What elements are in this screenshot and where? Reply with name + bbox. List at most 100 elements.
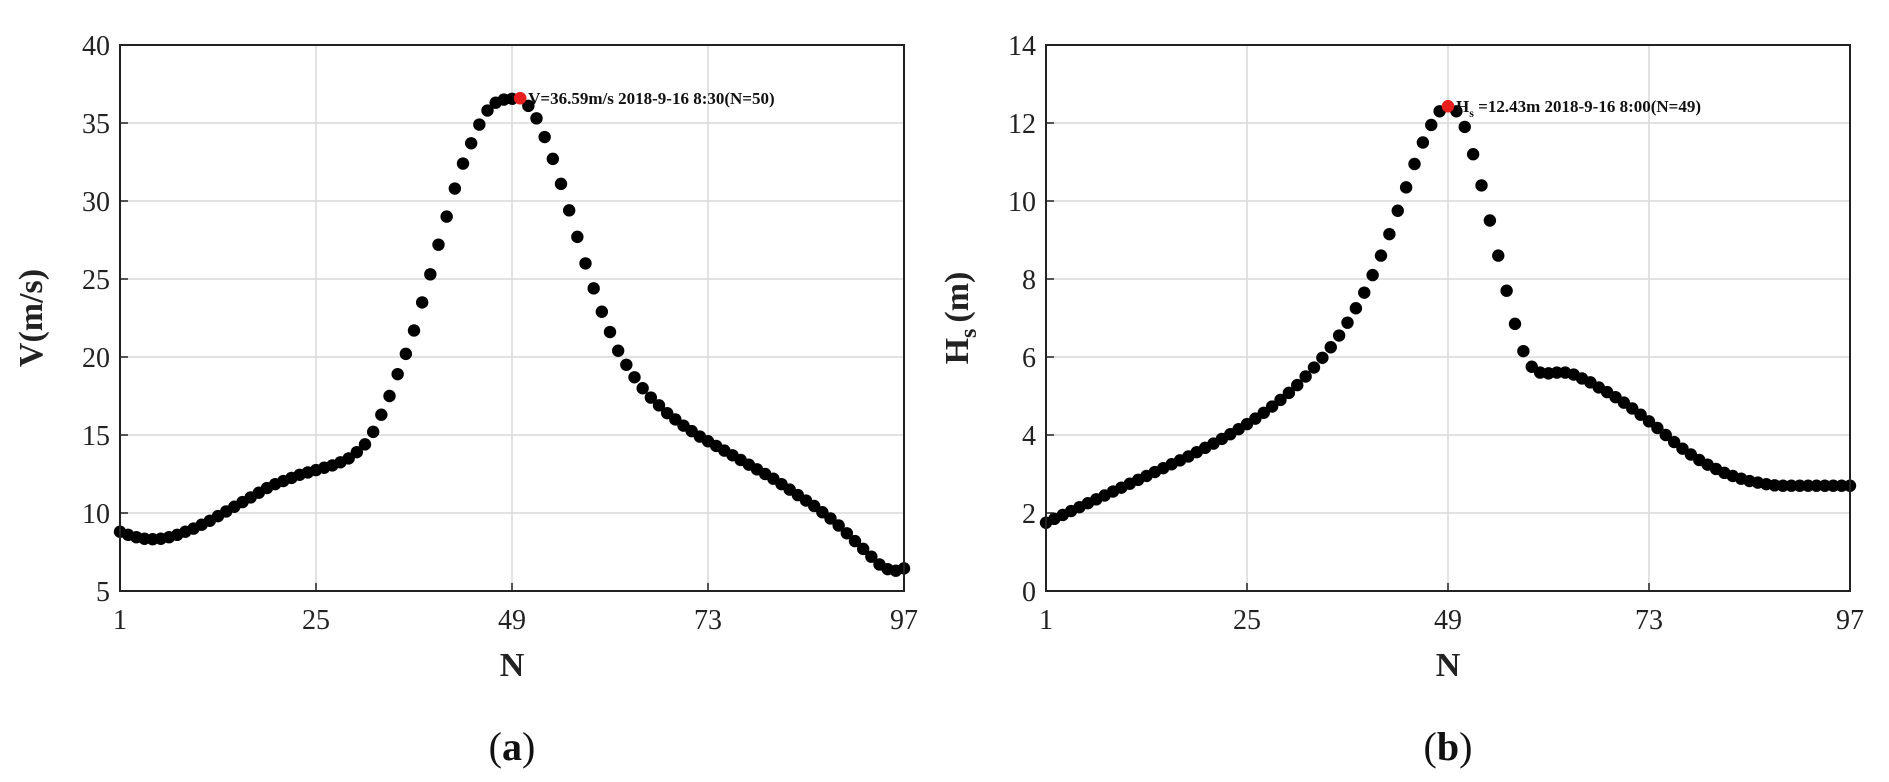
data-point	[456, 157, 470, 170]
data-point	[1391, 204, 1404, 217]
panel-a-y-axis-label: V(m/s)	[13, 269, 50, 367]
data-point	[848, 534, 862, 548]
panel-b-annotation-subscript: s	[1469, 106, 1474, 120]
y-tick-label: 8	[1022, 265, 1036, 296]
y-tick-label: 14	[1008, 31, 1036, 62]
panel-b-y-label-main: H	[939, 338, 976, 364]
data-point	[1659, 428, 1672, 442]
panel-a-chart: 1 25 49 73 97 5 10 15 20 25 30 35 40 N V(m/s) V=36.…	[13, 31, 918, 769]
data-point	[652, 399, 666, 412]
y-tick-label: 10	[82, 499, 110, 530]
y-tick-label: 35	[82, 109, 110, 140]
data-point	[1667, 435, 1681, 449]
panel-b-peak-annotation: Hs =12.43m 2018-9-16 8:00(N=49)	[1456, 97, 1701, 120]
data-point	[1642, 415, 1656, 428]
data-point	[530, 112, 543, 125]
data-point	[554, 177, 568, 191]
data-point	[1274, 393, 1287, 407]
data-point	[546, 152, 560, 166]
data-point	[636, 382, 649, 395]
panel-a-x-axis-label: N	[500, 647, 525, 684]
data-point	[407, 324, 421, 337]
data-point	[1408, 157, 1421, 171]
panel-a-y-ticks: 5 10 15 20 25 30 35 40	[82, 31, 128, 608]
data-point	[620, 358, 633, 371]
data-point	[579, 257, 592, 270]
data-point	[448, 182, 462, 195]
data-point	[1299, 370, 1312, 383]
panel-b-annotation-main: H	[1456, 97, 1469, 116]
panel-a-caption-label: (a)	[489, 724, 536, 769]
data-point	[1458, 120, 1471, 134]
y-tick-label: 4	[1022, 421, 1036, 452]
panel-a-points	[113, 91, 911, 577]
data-point	[1399, 181, 1413, 194]
x-tick-label: 25	[302, 605, 330, 636]
data-point	[856, 542, 870, 556]
data-point	[865, 550, 878, 563]
data-point	[1508, 317, 1522, 331]
panel-b-caption-letter: b	[1437, 724, 1459, 769]
data-point	[562, 204, 576, 217]
panel-b-y-axis-label: Hs (m)	[939, 272, 982, 365]
data-point	[595, 305, 609, 318]
data-point	[644, 391, 658, 404]
data-point	[1349, 302, 1363, 315]
panel-b-caption-label: (b)	[1424, 724, 1473, 769]
data-point	[1492, 249, 1505, 262]
data-point	[1316, 351, 1329, 364]
y-tick-label: 15	[82, 421, 110, 452]
data-point	[611, 344, 625, 357]
data-point	[383, 389, 396, 403]
y-tick-label: 0	[1022, 577, 1036, 608]
x-tick-label: 1	[113, 605, 127, 636]
x-tick-label: 49	[1434, 605, 1462, 636]
data-point	[1282, 386, 1296, 400]
x-tick-label: 97	[1836, 605, 1864, 636]
data-point	[1383, 227, 1396, 241]
y-tick-label: 6	[1022, 343, 1036, 374]
data-point	[350, 445, 364, 459]
data-point	[1416, 136, 1430, 149]
x-tick-label: 25	[1233, 605, 1261, 636]
data-point	[366, 425, 380, 439]
peak-marker	[1441, 100, 1455, 113]
data-point	[399, 347, 413, 361]
data-point	[473, 118, 486, 131]
data-point	[1307, 361, 1321, 374]
data-point	[1651, 421, 1664, 435]
x-tick-label: 1	[1039, 605, 1053, 636]
data-point	[571, 230, 584, 244]
data-point	[440, 210, 453, 223]
data-point	[481, 104, 494, 117]
data-point	[1341, 316, 1354, 329]
data-point	[840, 527, 854, 540]
data-point	[1500, 284, 1513, 297]
panel-b-grid	[1045, 44, 1851, 592]
data-point	[1466, 148, 1480, 161]
panel-b-y-label-subscript: s	[956, 329, 982, 338]
data-point	[1265, 400, 1279, 413]
data-point	[1483, 214, 1497, 227]
panel-b-x-axis-label: N	[1436, 647, 1461, 684]
panel-a-x-ticks: 1 25 49 73 97	[113, 583, 918, 636]
x-tick-label: 73	[694, 605, 722, 636]
peak-marker	[513, 91, 527, 105]
data-point	[538, 130, 551, 144]
y-tick-label: 2	[1022, 499, 1036, 530]
y-tick-label: 25	[82, 265, 110, 296]
panel-a-caption-letter: a	[502, 724, 522, 769]
y-tick-label: 10	[1008, 187, 1036, 218]
y-tick-label: 5	[96, 577, 110, 608]
data-point	[1517, 344, 1530, 358]
data-point	[587, 282, 600, 295]
panel-b-x-ticks: 1 25 49 73 97	[1039, 583, 1864, 636]
data-point	[415, 296, 429, 309]
data-point	[464, 137, 478, 150]
data-point	[832, 519, 845, 532]
panel-b-annotation-rest: =12.43m 2018-9-16 8:00(N=49)	[1474, 97, 1701, 116]
data-point	[1358, 286, 1371, 299]
x-tick-label: 73	[1635, 605, 1663, 636]
y-tick-label: 40	[82, 31, 110, 62]
data-point	[432, 238, 445, 251]
